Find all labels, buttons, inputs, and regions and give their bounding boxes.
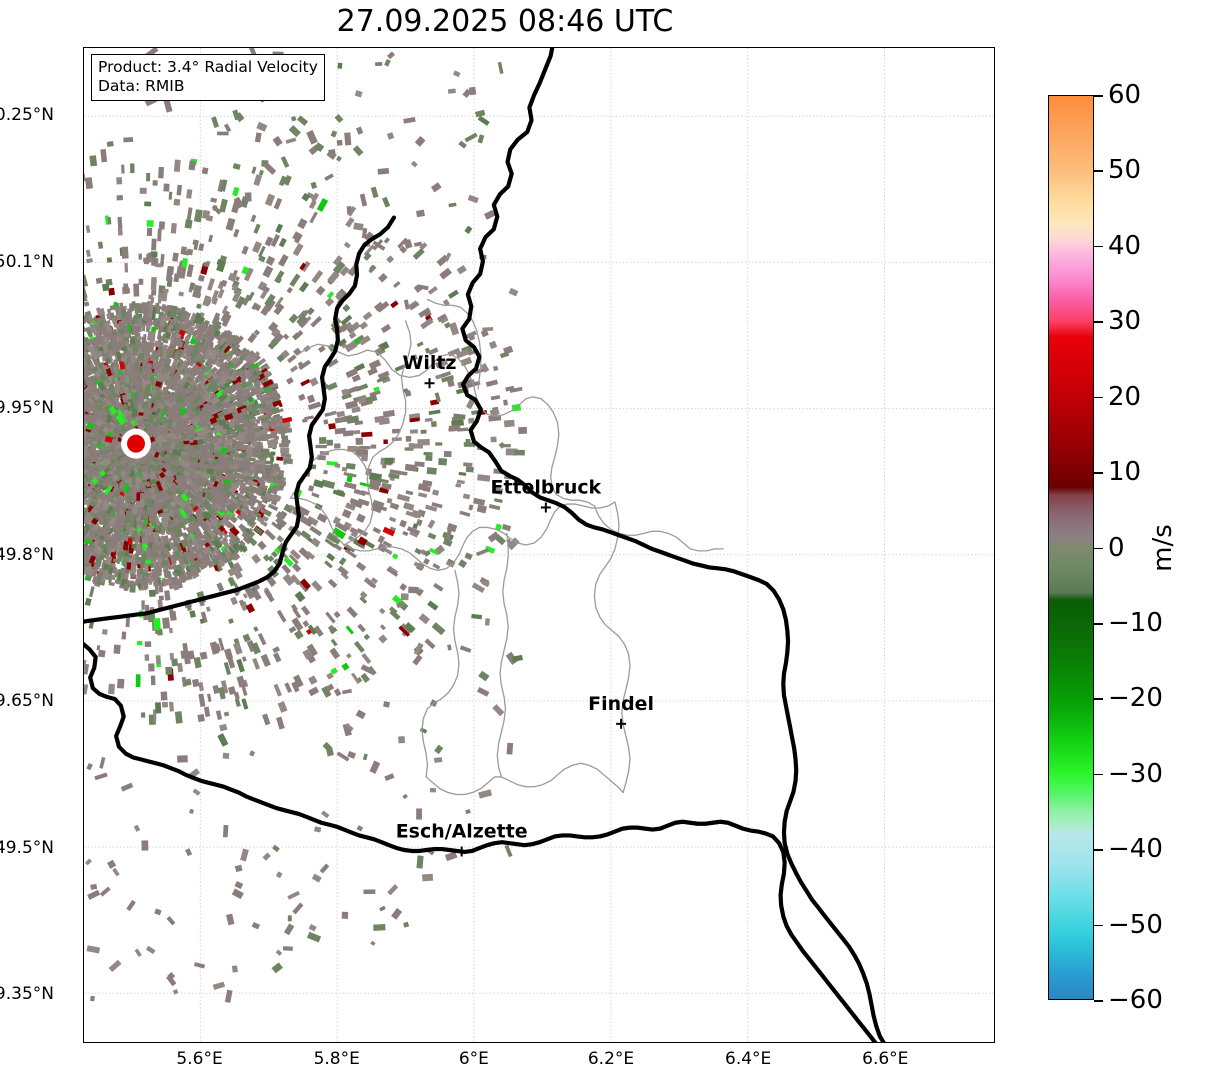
page-title: 27.09.2025 08:46 UTC: [336, 4, 674, 39]
colorbar-tick: [1094, 170, 1103, 172]
y-tick-label: 49.5°N: [0, 837, 54, 858]
y-tick-label: 50.1°N: [0, 251, 54, 272]
colorbar-tick-label: −40: [1108, 834, 1163, 865]
colorbar-gradient: [1049, 96, 1093, 999]
city-marker: [616, 718, 627, 729]
colorbar-tick: [1094, 622, 1103, 625]
y-tick-label: 49.65°N: [0, 691, 54, 712]
colorbar-tick-label: 30: [1108, 306, 1142, 337]
x-tick-label: 5.8°E: [313, 1049, 360, 1069]
canton-boundaries: [289, 298, 724, 796]
y-tick-label: 49.8°N: [0, 544, 54, 565]
colorbar-tick: [1094, 95, 1103, 97]
y-tick-label: 49.35°N: [0, 984, 54, 1005]
y-tick-label: 49.95°N: [0, 398, 54, 419]
colorbar-tick-label: −30: [1108, 758, 1163, 789]
colorbar-tick-label: −60: [1108, 985, 1163, 1015]
colorbar-tick: [1094, 547, 1103, 550]
x-tick-label: 6.6°E: [862, 1049, 909, 1069]
colorbar-tick: [1094, 849, 1103, 851]
colorbar-tick-label: 40: [1108, 230, 1142, 261]
colorbar-tick: [1094, 321, 1103, 323]
info-data-line: Data: RMIB: [98, 76, 185, 95]
colorbar-tick-label: −10: [1108, 607, 1163, 638]
city-label: Findel: [588, 693, 654, 715]
radar-site-marker: [121, 428, 151, 459]
colorbar-tick: [1094, 396, 1103, 399]
colorbar-tick: [1094, 472, 1103, 474]
x-tick-label: 5.6°E: [176, 1049, 223, 1069]
x-tick-label: 6.2°E: [587, 1049, 635, 1069]
y-tick-label: 50.25°N: [0, 105, 54, 126]
colorbar-tick-label: −50: [1108, 909, 1163, 940]
city-labels: Wiltz Ettelbruck Findel Esch/Alzette: [396, 352, 654, 842]
city-label: Esch/Alzette: [396, 821, 528, 843]
colorbar-tick-label: 20: [1108, 381, 1142, 412]
colorbar-tick-label: 0: [1108, 532, 1125, 563]
colorbar-unit-label: m/s: [1148, 524, 1178, 572]
info-box: Product: 3.4° Radial Velocity Data: RMIB: [91, 54, 325, 101]
colorbar-tick-label: 60: [1108, 80, 1142, 110]
radar-map-plot[interactable]: Wiltz Ettelbruck Findel Esch/Alzette Produc…: [83, 47, 995, 1043]
city-label: Ettelbruck: [491, 477, 602, 499]
radar-echo-layer: [84, 48, 528, 1003]
colorbar-tick: [1094, 245, 1103, 248]
city-marker: [424, 378, 435, 389]
city-markers: [424, 378, 627, 857]
city-marker: [540, 502, 551, 513]
map-svg: Wiltz Ettelbruck Findel Esch/Alzette: [84, 48, 994, 1042]
x-tick-label: 6.4°E: [725, 1049, 772, 1069]
national-border: [84, 48, 886, 1042]
colorbar-tick-label: 10: [1108, 457, 1142, 488]
colorbar[interactable]: [1048, 95, 1094, 1000]
city-label: Wiltz: [403, 352, 457, 374]
x-tick-label: 6°E: [458, 1049, 489, 1069]
colorbar-tick-label: −20: [1108, 683, 1163, 714]
colorbar-tick: [1094, 924, 1103, 927]
city-marker: [456, 846, 467, 857]
info-product-line: Product: 3.4° Radial Velocity: [98, 58, 318, 76]
colorbar-tick: [1094, 1000, 1103, 1002]
colorbar-tick-label: 50: [1108, 155, 1142, 186]
colorbar-tick: [1094, 698, 1103, 700]
colorbar-tick: [1094, 773, 1103, 776]
